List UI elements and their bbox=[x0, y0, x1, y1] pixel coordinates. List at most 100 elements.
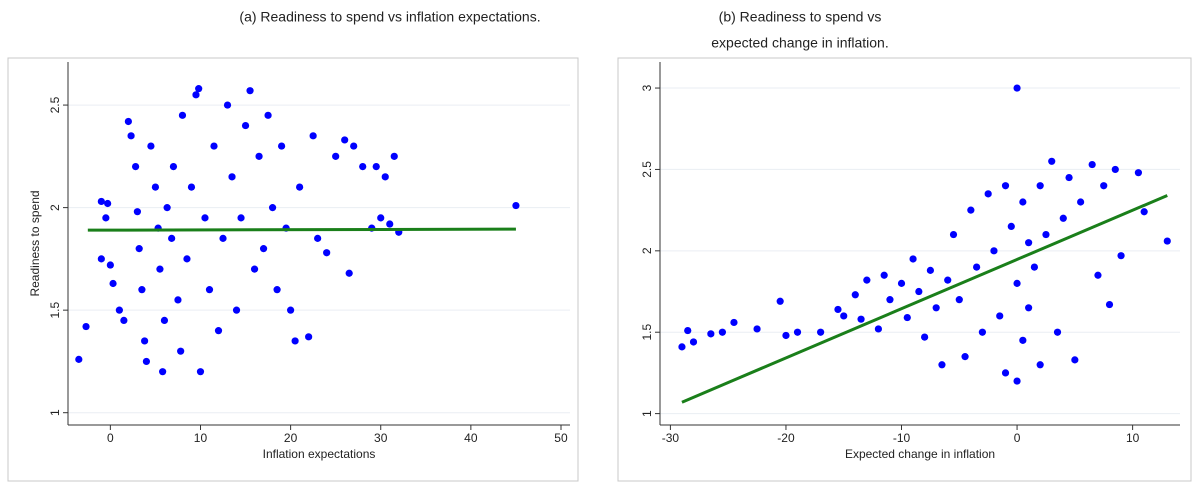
point bbox=[246, 87, 254, 95]
x-tick-label: -30 bbox=[662, 431, 680, 445]
fit-line bbox=[87, 227, 516, 232]
point bbox=[169, 162, 178, 171]
point bbox=[1019, 198, 1027, 206]
x-tick-label: 30 bbox=[374, 431, 388, 445]
chart-title: expected change in inflation. bbox=[711, 35, 888, 51]
point bbox=[909, 255, 917, 263]
point bbox=[857, 315, 865, 323]
point bbox=[1100, 182, 1108, 190]
point bbox=[287, 306, 295, 314]
point bbox=[390, 152, 398, 160]
point bbox=[377, 214, 385, 222]
point bbox=[1036, 182, 1044, 190]
point bbox=[880, 271, 888, 279]
point bbox=[196, 368, 205, 376]
point bbox=[678, 343, 686, 351]
y-tick-label: 1 bbox=[48, 409, 62, 416]
point bbox=[160, 316, 169, 325]
point bbox=[341, 136, 349, 144]
point bbox=[834, 305, 842, 314]
point bbox=[241, 121, 250, 130]
x-tick-label: 40 bbox=[464, 431, 478, 445]
point bbox=[277, 142, 286, 150]
point bbox=[332, 152, 340, 160]
x-axis-label: Expected change in inflation bbox=[845, 447, 995, 461]
point bbox=[135, 245, 143, 253]
point bbox=[124, 117, 132, 126]
point bbox=[718, 328, 727, 336]
y-tick-label: 1.5 bbox=[48, 301, 62, 318]
point bbox=[75, 355, 83, 363]
panel-frame bbox=[7, 57, 579, 482]
point bbox=[1163, 237, 1171, 245]
y-tick-label: 2 bbox=[48, 204, 62, 211]
point bbox=[159, 368, 167, 376]
point bbox=[1036, 361, 1044, 369]
chart-title: (a) Readiness to spend vs inflation expe… bbox=[239, 9, 540, 25]
point bbox=[990, 247, 998, 255]
x-tick-label: 0 bbox=[107, 431, 114, 445]
point bbox=[840, 312, 848, 320]
point bbox=[142, 357, 151, 366]
point bbox=[177, 347, 185, 355]
point bbox=[237, 214, 245, 222]
point bbox=[195, 85, 203, 93]
point bbox=[776, 297, 784, 305]
point bbox=[232, 306, 241, 314]
point bbox=[109, 279, 117, 288]
point bbox=[359, 162, 367, 171]
x-tick-label: 10 bbox=[194, 431, 208, 445]
point bbox=[874, 325, 883, 333]
point bbox=[1001, 182, 1010, 190]
point bbox=[309, 132, 317, 140]
point bbox=[205, 286, 214, 294]
y-tick-label: 3 bbox=[640, 84, 654, 91]
y-tick-label: 2.5 bbox=[48, 96, 62, 113]
point bbox=[1042, 230, 1050, 239]
point bbox=[996, 312, 1004, 320]
y-tick-label: 1.5 bbox=[640, 324, 654, 341]
point bbox=[219, 234, 227, 242]
point bbox=[897, 279, 906, 287]
point bbox=[1007, 222, 1015, 231]
point bbox=[104, 199, 112, 208]
point bbox=[926, 266, 935, 274]
point bbox=[187, 183, 196, 191]
point bbox=[131, 162, 140, 171]
point bbox=[127, 132, 135, 140]
point bbox=[949, 230, 958, 239]
point bbox=[512, 201, 520, 210]
point bbox=[1140, 208, 1148, 216]
point bbox=[141, 337, 149, 345]
x-tick-label: 50 bbox=[554, 431, 568, 445]
point bbox=[168, 234, 176, 242]
point bbox=[97, 255, 105, 263]
point bbox=[1134, 169, 1142, 177]
point bbox=[350, 142, 358, 150]
point bbox=[1013, 279, 1021, 287]
point bbox=[323, 249, 331, 257]
point bbox=[886, 296, 894, 304]
point bbox=[1025, 304, 1033, 312]
point bbox=[305, 333, 313, 341]
point bbox=[689, 338, 698, 346]
point bbox=[192, 91, 200, 99]
point bbox=[978, 328, 987, 336]
point bbox=[967, 206, 975, 214]
point bbox=[163, 204, 171, 212]
point bbox=[106, 261, 114, 269]
point bbox=[730, 318, 738, 327]
point bbox=[120, 316, 128, 325]
x-tick-label: 0 bbox=[1014, 431, 1021, 445]
point bbox=[984, 190, 992, 198]
point bbox=[684, 326, 692, 335]
point bbox=[1048, 157, 1056, 165]
point bbox=[250, 265, 259, 273]
point bbox=[793, 328, 802, 336]
point bbox=[1030, 263, 1038, 271]
point bbox=[133, 208, 141, 216]
point bbox=[296, 183, 304, 191]
point bbox=[115, 306, 123, 314]
point bbox=[938, 361, 946, 369]
point bbox=[753, 325, 761, 333]
